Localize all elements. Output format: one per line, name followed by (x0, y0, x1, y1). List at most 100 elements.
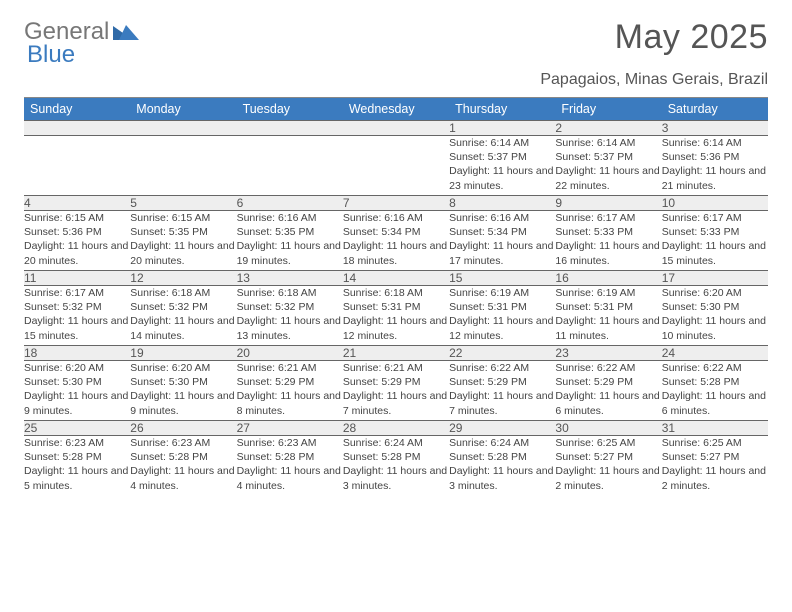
day-number-cell: 8 (449, 196, 555, 211)
day-number-cell (237, 121, 343, 136)
day-number-cell: 6 (237, 196, 343, 211)
sunrise-line: Sunrise: 6:22 AM (662, 361, 768, 375)
day-number-cell: 3 (662, 121, 768, 136)
daylight-line: Daylight: 11 hours and 23 minutes. (449, 164, 555, 192)
day-number-cell: 16 (555, 271, 661, 286)
day-details-cell: Sunrise: 6:14 AMSunset: 5:37 PMDaylight:… (555, 136, 661, 196)
daynum-row: 123 (24, 121, 768, 136)
subtitle: Papagaios, Minas Gerais, Brazil (24, 71, 768, 89)
daylight-line: Daylight: 11 hours and 9 minutes. (130, 389, 236, 417)
sunset-line: Sunset: 5:30 PM (662, 300, 768, 314)
day-number-cell: 25 (24, 421, 130, 436)
day-details-cell: Sunrise: 6:22 AMSunset: 5:29 PMDaylight:… (449, 361, 555, 421)
sunrise-line: Sunrise: 6:15 AM (130, 211, 236, 225)
sunset-line: Sunset: 5:29 PM (343, 375, 449, 389)
details-row: Sunrise: 6:14 AMSunset: 5:37 PMDaylight:… (24, 136, 768, 196)
day-number-cell (24, 121, 130, 136)
day-number-cell: 23 (555, 346, 661, 361)
sunset-line: Sunset: 5:34 PM (343, 225, 449, 239)
day-details-cell: Sunrise: 6:25 AMSunset: 5:27 PMDaylight:… (555, 436, 661, 496)
day-details-cell: Sunrise: 6:20 AMSunset: 5:30 PMDaylight:… (24, 361, 130, 421)
daylight-line: Daylight: 11 hours and 4 minutes. (130, 464, 236, 492)
daylight-line: Daylight: 11 hours and 15 minutes. (24, 314, 130, 342)
daynum-row: 25262728293031 (24, 421, 768, 436)
sunrise-line: Sunrise: 6:24 AM (343, 436, 449, 450)
sunrise-line: Sunrise: 6:16 AM (237, 211, 343, 225)
day-number-cell: 12 (130, 271, 236, 286)
day-details-cell: Sunrise: 6:25 AMSunset: 5:27 PMDaylight:… (662, 436, 768, 496)
day-number-cell (343, 121, 449, 136)
details-row: Sunrise: 6:23 AMSunset: 5:28 PMDaylight:… (24, 436, 768, 496)
day-details-cell: Sunrise: 6:18 AMSunset: 5:32 PMDaylight:… (130, 286, 236, 346)
sunrise-line: Sunrise: 6:18 AM (343, 286, 449, 300)
sunrise-line: Sunrise: 6:20 AM (24, 361, 130, 375)
sunrise-line: Sunrise: 6:23 AM (24, 436, 130, 450)
day-number-cell: 20 (237, 346, 343, 361)
day-details-cell: Sunrise: 6:17 AMSunset: 5:33 PMDaylight:… (555, 211, 661, 271)
day-number-cell (130, 121, 236, 136)
daylight-line: Daylight: 11 hours and 14 minutes. (130, 314, 236, 342)
day-details-cell: Sunrise: 6:24 AMSunset: 5:28 PMDaylight:… (343, 436, 449, 496)
sunset-line: Sunset: 5:30 PM (24, 375, 130, 389)
daylight-line: Daylight: 11 hours and 3 minutes. (343, 464, 449, 492)
day-details-cell: Sunrise: 6:16 AMSunset: 5:34 PMDaylight:… (343, 211, 449, 271)
daylight-line: Daylight: 11 hours and 17 minutes. (449, 239, 555, 267)
daylight-line: Daylight: 11 hours and 12 minutes. (343, 314, 449, 342)
sunrise-line: Sunrise: 6:20 AM (662, 286, 768, 300)
daylight-line: Daylight: 11 hours and 22 minutes. (555, 164, 661, 192)
day-number-cell: 21 (343, 346, 449, 361)
day-header: Monday (130, 98, 236, 121)
day-header: Sunday (24, 98, 130, 121)
day-number-cell: 26 (130, 421, 236, 436)
sunset-line: Sunset: 5:30 PM (130, 375, 236, 389)
sunset-line: Sunset: 5:35 PM (130, 225, 236, 239)
sunrise-line: Sunrise: 6:23 AM (130, 436, 236, 450)
daynum-row: 11121314151617 (24, 271, 768, 286)
calendar-head: Sunday Monday Tuesday Wednesday Thursday… (24, 98, 768, 121)
sunset-line: Sunset: 5:37 PM (555, 150, 661, 164)
sunrise-line: Sunrise: 6:14 AM (555, 136, 661, 150)
sunset-line: Sunset: 5:37 PM (449, 150, 555, 164)
daylight-line: Daylight: 11 hours and 5 minutes. (24, 464, 130, 492)
day-number-cell: 17 (662, 271, 768, 286)
day-number-cell: 22 (449, 346, 555, 361)
day-details-cell: Sunrise: 6:17 AMSunset: 5:32 PMDaylight:… (24, 286, 130, 346)
day-number-cell: 5 (130, 196, 236, 211)
day-details-cell: Sunrise: 6:23 AMSunset: 5:28 PMDaylight:… (237, 436, 343, 496)
day-details-cell: Sunrise: 6:23 AMSunset: 5:28 PMDaylight:… (24, 436, 130, 496)
sunrise-line: Sunrise: 6:15 AM (24, 211, 130, 225)
calendar-body: 123Sunrise: 6:14 AMSunset: 5:37 PMDaylig… (24, 121, 768, 496)
daylight-line: Daylight: 11 hours and 6 minutes. (662, 389, 768, 417)
sunrise-line: Sunrise: 6:21 AM (343, 361, 449, 375)
day-header-row: Sunday Monday Tuesday Wednesday Thursday… (24, 98, 768, 121)
day-details-cell: Sunrise: 6:20 AMSunset: 5:30 PMDaylight:… (130, 361, 236, 421)
day-details-cell: Sunrise: 6:22 AMSunset: 5:28 PMDaylight:… (662, 361, 768, 421)
day-number-cell: 10 (662, 196, 768, 211)
sunrise-line: Sunrise: 6:22 AM (449, 361, 555, 375)
calendar-table: Sunday Monday Tuesday Wednesday Thursday… (24, 98, 768, 496)
day-number-cell: 13 (237, 271, 343, 286)
sunrise-line: Sunrise: 6:14 AM (662, 136, 768, 150)
daylight-line: Daylight: 11 hours and 16 minutes. (555, 239, 661, 267)
day-details-cell: Sunrise: 6:18 AMSunset: 5:32 PMDaylight:… (237, 286, 343, 346)
daylight-line: Daylight: 11 hours and 2 minutes. (662, 464, 768, 492)
day-number-cell: 31 (662, 421, 768, 436)
day-details-cell: Sunrise: 6:24 AMSunset: 5:28 PMDaylight:… (449, 436, 555, 496)
sunset-line: Sunset: 5:28 PM (343, 450, 449, 464)
day-number-cell: 9 (555, 196, 661, 211)
sunset-line: Sunset: 5:31 PM (343, 300, 449, 314)
day-details-cell: Sunrise: 6:19 AMSunset: 5:31 PMDaylight:… (555, 286, 661, 346)
daylight-line: Daylight: 11 hours and 13 minutes. (237, 314, 343, 342)
details-row: Sunrise: 6:20 AMSunset: 5:30 PMDaylight:… (24, 361, 768, 421)
day-details-cell: Sunrise: 6:14 AMSunset: 5:36 PMDaylight:… (662, 136, 768, 196)
sunrise-line: Sunrise: 6:17 AM (24, 286, 130, 300)
daylight-line: Daylight: 11 hours and 4 minutes. (237, 464, 343, 492)
day-details-cell: Sunrise: 6:17 AMSunset: 5:33 PMDaylight:… (662, 211, 768, 271)
details-row: Sunrise: 6:15 AMSunset: 5:36 PM Daylight:… (24, 211, 768, 271)
sunset-line: Sunset: 5:36 PM (24, 225, 130, 239)
logo-part2: Blue (27, 41, 75, 68)
day-details-cell: Sunrise: 6:19 AMSunset: 5:31 PMDaylight:… (449, 286, 555, 346)
day-header: Friday (555, 98, 661, 121)
sunrise-line: Sunrise: 6:18 AM (237, 286, 343, 300)
sunrise-line: Sunrise: 6:18 AM (130, 286, 236, 300)
